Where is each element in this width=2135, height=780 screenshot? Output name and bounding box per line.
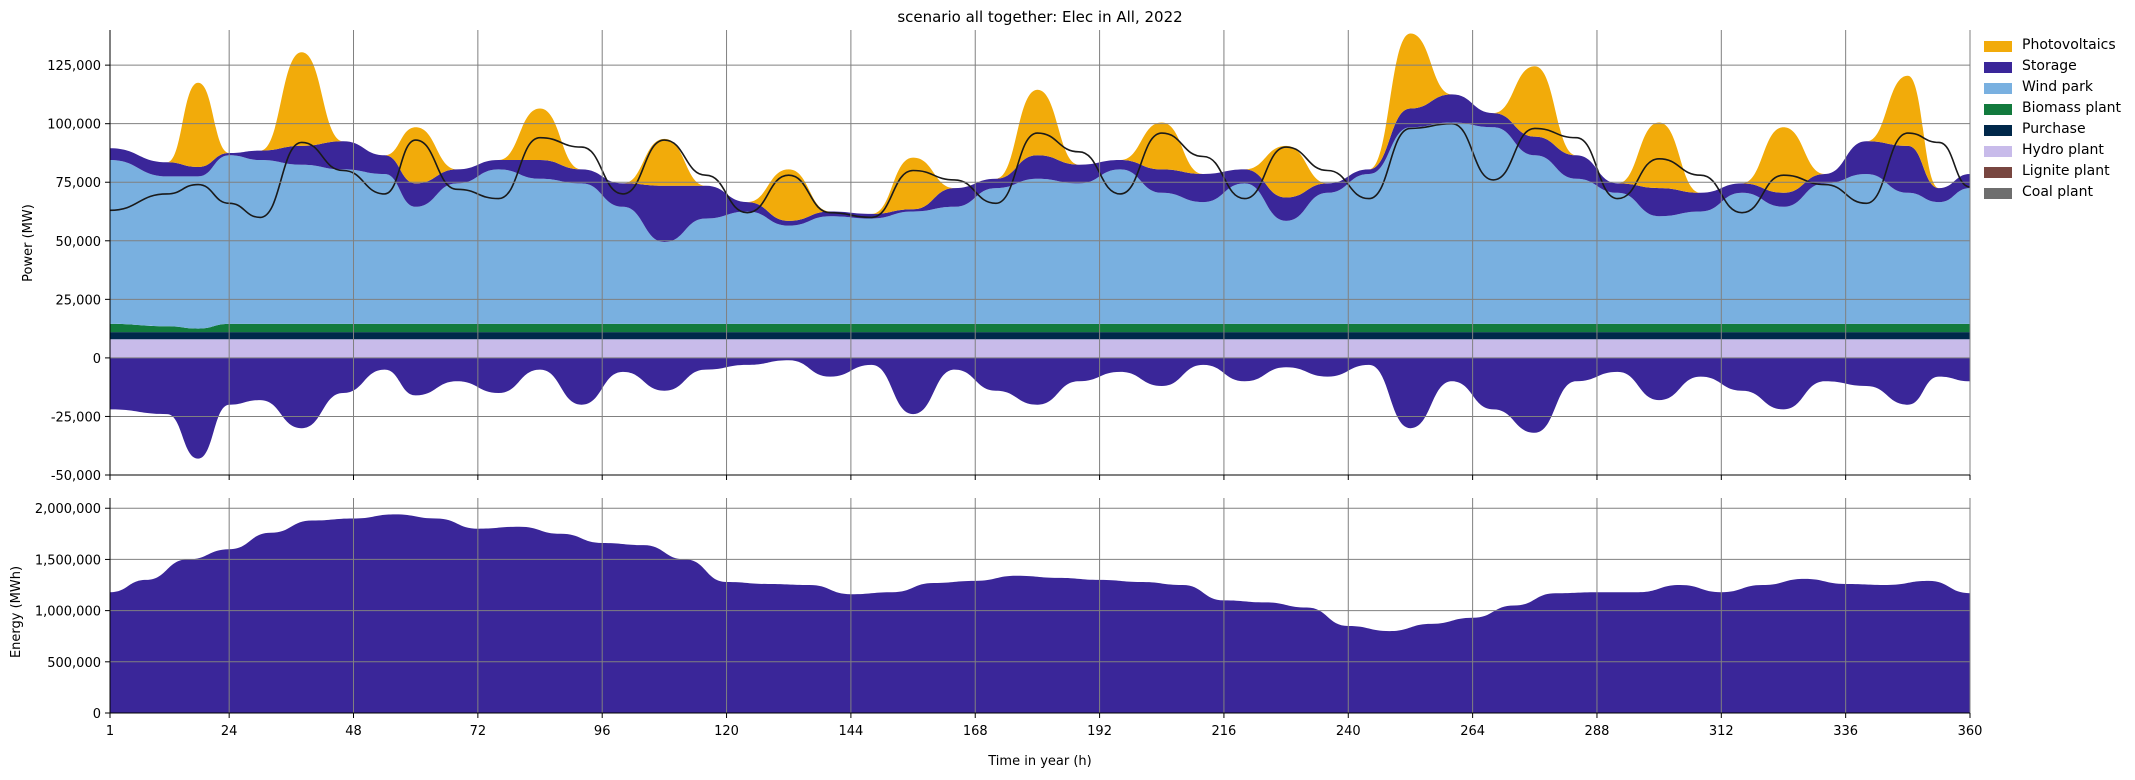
- y-tick-label: 125,000: [47, 59, 101, 74]
- legend-label: Wind park: [2022, 79, 2093, 95]
- area-hydro-plant: [110, 339, 1970, 358]
- legend-label: Purchase: [2022, 121, 2086, 137]
- y-tick-label: 100,000: [47, 118, 101, 133]
- x-tick-label: 216: [1212, 724, 1237, 739]
- y-tick-label: 2,000,000: [35, 502, 101, 517]
- area-biomass-plant: [110, 323, 1970, 333]
- x-tick-label: 336: [1833, 724, 1858, 739]
- energy-plot: 0 500,000 1,000,000 1,500,000 2,000,000 1 24 48…: [35, 498, 1983, 739]
- energy-y-axis-label: Energy (MWh): [9, 566, 24, 658]
- x-tick-label: 48: [345, 724, 362, 739]
- legend-label: Storage: [2022, 58, 2077, 74]
- power-areas: [109, 33, 1971, 459]
- x-tick-label: 312: [1709, 724, 1734, 739]
- y-tick-label: 50,000: [56, 235, 102, 250]
- x-tick-label: 192: [1087, 724, 1112, 739]
- area-photovoltaics: [110, 33, 1970, 221]
- legend-swatch: [1984, 125, 2012, 136]
- legend-swatch: [1984, 188, 2012, 199]
- y-tick-label: 1,500,000: [35, 553, 101, 568]
- area-storage: [110, 94, 1970, 243]
- x-axis-label: Time in year (h): [987, 754, 1091, 769]
- area-storage-charging: [110, 357, 1970, 459]
- legend-label: Lignite plant: [2022, 163, 2110, 179]
- area-storage-energy: [110, 514, 1970, 713]
- x-tick-label: 72: [470, 724, 487, 739]
- legend-swatch: [1984, 104, 2012, 115]
- x-tick-label: 264: [1460, 724, 1485, 739]
- power-grid-layer: -50,000 -25,000 0 25,000 50,000 75,000 100,000…: [47, 30, 1971, 484]
- y-tick-label: 1,000,000: [35, 605, 101, 620]
- x-tick-label: 120: [714, 724, 739, 739]
- y-tick-label: 0: [93, 352, 101, 367]
- y-tick-label: 75,000: [56, 176, 102, 191]
- energy-areas: [110, 514, 1970, 713]
- grid: [105, 30, 1971, 480]
- x-tick-label: 1: [106, 724, 114, 739]
- x-tick-label: 288: [1585, 724, 1610, 739]
- chart-title: scenario all together: Elec in All, 2022: [897, 8, 1182, 26]
- legend-label: Biomass plant: [2022, 100, 2122, 116]
- y-tick-label: -25,000: [51, 410, 101, 425]
- y-tick-label: 25,000: [56, 293, 102, 308]
- legend-swatch: [1984, 41, 2012, 52]
- power-plot: -50,000 -25,000 0 25,000 50,000 75,000 100,000…: [47, 30, 1971, 484]
- legend-swatch: [1984, 83, 2012, 94]
- x-tick-label: 360: [1958, 724, 1983, 739]
- demand-line: [109, 122, 1971, 219]
- x-tick-label: 24: [221, 724, 238, 739]
- legend-swatch: [1984, 62, 2012, 73]
- x-tick-label: 96: [594, 724, 611, 739]
- x-tick-label: 168: [963, 724, 988, 739]
- x-tick-label: 144: [838, 724, 863, 739]
- y-tick-label: 0: [93, 707, 101, 722]
- energy-grid-layer: 0 500,000 1,000,000 1,500,000 2,000,000 1 24 48…: [35, 498, 1983, 739]
- legend-label: Coal plant: [2022, 184, 2093, 200]
- legend-swatch: [1984, 167, 2012, 178]
- x-tick-label: 240: [1336, 724, 1361, 739]
- y-tick-label: 500,000: [47, 656, 101, 671]
- legend-label: Hydro plant: [2022, 142, 2104, 158]
- power-y-axis-label: Power (MW): [21, 204, 36, 282]
- area-purchase: [110, 332, 1970, 340]
- legend-label: Photovoltaics: [2022, 37, 2116, 53]
- y-tick-label: -50,000: [51, 469, 101, 484]
- legend-swatch: [1984, 146, 2012, 157]
